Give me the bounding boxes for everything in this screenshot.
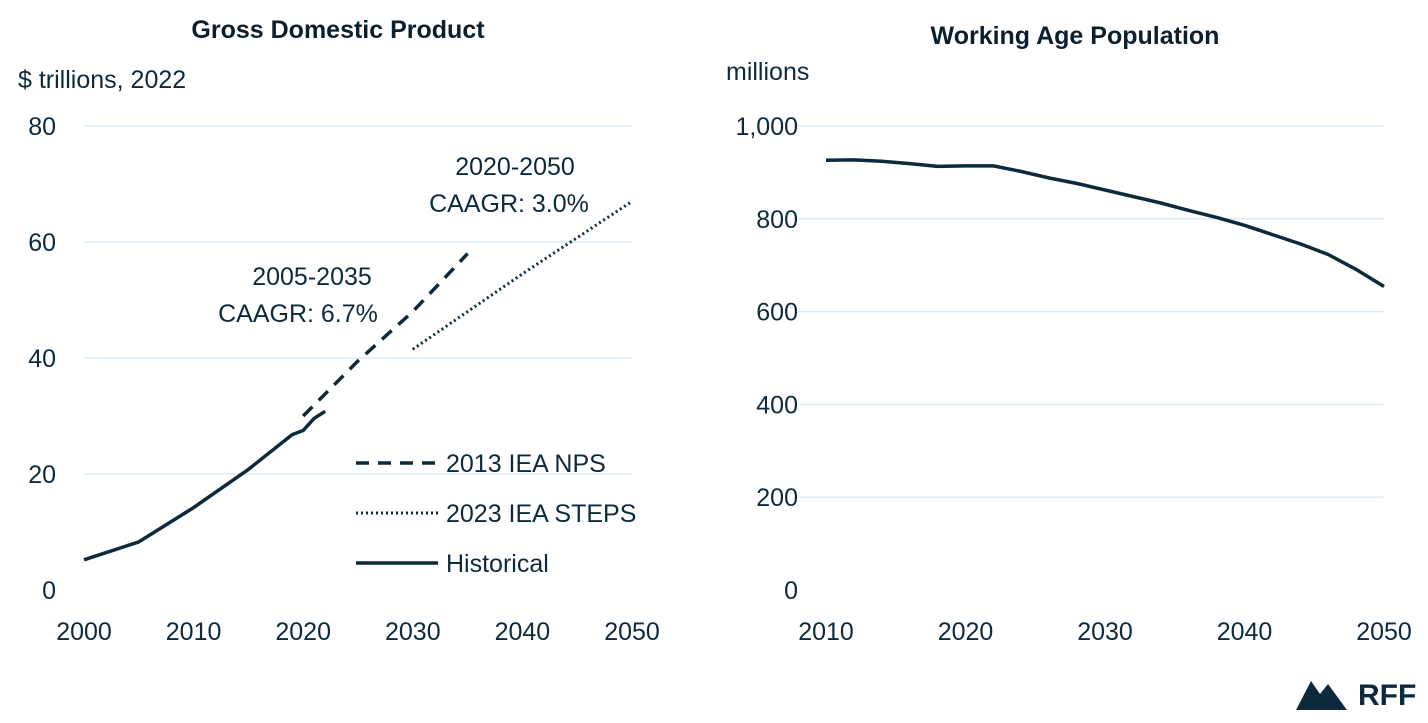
pop-xtick-label: 2010 — [798, 618, 854, 646]
annotation-2005-2035-caagr: CAAGR: 6.7% — [218, 300, 378, 328]
mountain-logo-icon — [1296, 681, 1347, 710]
pop-ytick-label: 1,000 — [735, 113, 798, 141]
legend-label-historical: Historical — [446, 550, 549, 578]
gdp-ytick-label: 20 — [28, 461, 56, 489]
gdp-ytick-label: 80 — [28, 113, 56, 141]
pop-ytick-label: 800 — [756, 206, 798, 234]
pop-xtick-label: 2040 — [1217, 618, 1273, 646]
gdp-title: Gross Domestic Product — [191, 16, 485, 44]
pop-ytick-label: 200 — [756, 484, 798, 512]
annotation-2020-2050-period: 2020-2050 — [455, 153, 575, 181]
gdp-ytick-label: 40 — [28, 345, 56, 373]
population-ylabel: millions — [726, 58, 809, 86]
population-chart: Working Age Population millions 0 200 400 6… — [726, 22, 1412, 646]
pop-xtick-label: 2020 — [938, 618, 994, 646]
pop-ytick-label: 0 — [784, 577, 798, 605]
pop-xtick-label: 2030 — [1077, 618, 1133, 646]
logo-text: RFF — [1358, 679, 1416, 712]
gdp-legend: 2013 IEA NPS 2023 IEA STEPS Historical — [356, 450, 636, 578]
gdp-series-historical — [83, 409, 327, 562]
pop-series-line0 — [825, 158, 1385, 288]
gdp-xtick-label: 2030 — [385, 618, 441, 646]
gdp-ylabel: $ trillions, 2022 — [18, 66, 186, 94]
legend-label-steps: 2023 IEA STEPS — [446, 500, 636, 528]
gdp-ytick-label: 60 — [28, 229, 56, 257]
gdp-xtick-label: 2020 — [275, 618, 331, 646]
pop-ytick-label: 400 — [756, 391, 798, 419]
pop-xtick-label: 2050 — [1356, 618, 1412, 646]
gdp-xtick-label: 2050 — [604, 618, 660, 646]
gdp-series-2023-iea-steps — [411, 200, 633, 351]
population-title: Working Age Population — [931, 22, 1220, 50]
annotation-2005-2035-period: 2005-2035 — [252, 263, 372, 291]
gdp-xtick-label: 2010 — [166, 618, 222, 646]
rff-logo: RFF — [1296, 679, 1416, 712]
pop-ytick-label: 600 — [756, 299, 798, 327]
gdp-xtick-label: 2000 — [56, 618, 112, 646]
gdp-chart: Gross Domestic Product $ trillions, 2022… — [18, 16, 660, 646]
gdp-ytick-label: 0 — [42, 577, 56, 605]
annotation-2020-2050-caagr: CAAGR: 3.0% — [429, 190, 589, 218]
gdp-series-2013-iea-nps — [301, 252, 469, 418]
legend-label-nps: 2013 IEA NPS — [446, 450, 606, 478]
gdp-xtick-label: 2040 — [495, 618, 551, 646]
